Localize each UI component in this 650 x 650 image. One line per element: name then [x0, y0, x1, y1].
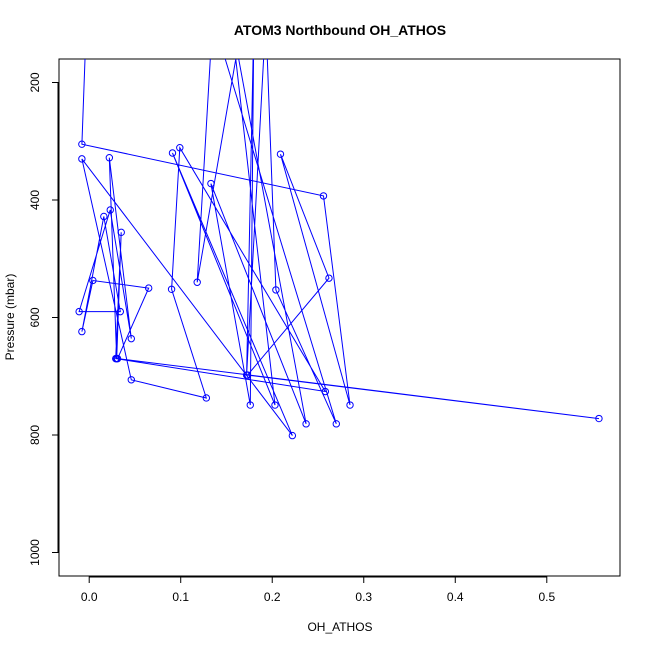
data-point	[228, 15, 234, 21]
data-point	[100, 212, 108, 221]
data-point	[176, 144, 184, 152]
data-point	[346, 401, 354, 409]
data-point	[251, 15, 257, 21]
data-point	[276, 150, 285, 158]
data-point	[78, 140, 86, 148]
plot-frame	[58, 58, 621, 577]
data-point	[144, 284, 153, 292]
data-point	[246, 401, 254, 409]
x-tick-label: 0.5	[538, 590, 555, 604]
data-point	[202, 394, 211, 402]
data-point	[89, 276, 97, 285]
data-point	[325, 274, 333, 282]
data-point	[127, 334, 135, 343]
data-point	[167, 285, 176, 293]
data-point	[210, 15, 216, 21]
data-point	[302, 420, 310, 428]
y-tick-label: 600	[28, 307, 42, 327]
x-tick-label: 0.4	[447, 590, 464, 604]
x-tick-label: 0.2	[264, 590, 281, 604]
data-point	[271, 401, 279, 409]
data-point	[112, 354, 120, 363]
data-point	[272, 286, 280, 294]
chart-title: ATOM3 Northbound OH_ATHOS	[234, 22, 446, 38]
x-axis-label: OH_ATHOS	[307, 620, 372, 634]
data-point	[106, 206, 114, 214]
x-axis: 0.0 0.1 0.2 0.3 0.4 0.5	[81, 576, 555, 604]
data-point	[168, 149, 177, 157]
data-point	[75, 307, 83, 316]
x-tick-label: 0.3	[355, 590, 372, 604]
y-axis-label: Pressure (mbar)	[3, 274, 17, 361]
series-layer	[75, 15, 603, 440]
y-tick-label: 200	[28, 72, 42, 92]
series-line	[78, 59, 600, 436]
data-point	[242, 371, 251, 379]
data-point	[321, 387, 330, 396]
data-point	[240, 15, 246, 21]
x-tick-label: 0.0	[81, 590, 98, 604]
y-axis: 200 400 600 800 1000	[28, 72, 59, 566]
data-point	[288, 431, 297, 440]
data-point	[78, 327, 86, 336]
y-tick-label: 800	[28, 425, 42, 445]
data-point	[117, 228, 125, 237]
data-point	[263, 15, 269, 21]
y-tick-label: 400	[28, 190, 42, 210]
data-point	[319, 192, 328, 200]
data-point	[83, 15, 89, 21]
data-point	[105, 154, 114, 162]
data-point	[207, 179, 215, 188]
data-point	[127, 376, 135, 384]
data-point	[193, 278, 201, 286]
data-point	[116, 307, 125, 316]
y-tick-label: 1000	[28, 539, 42, 566]
data-point	[332, 420, 340, 428]
x-tick-label: 0.1	[172, 590, 189, 604]
data-point	[595, 414, 603, 423]
data-point	[78, 155, 86, 163]
data-point	[239, 15, 245, 21]
